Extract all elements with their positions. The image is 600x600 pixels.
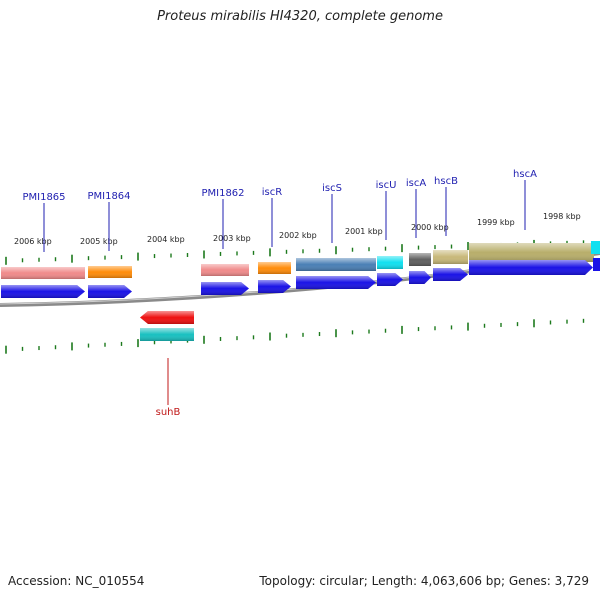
feature-block[interactable] bbox=[591, 241, 600, 254]
feature-tracks bbox=[1, 241, 600, 279]
ruler-label: 2000 kbp bbox=[411, 223, 449, 232]
feature-block-shade bbox=[296, 258, 376, 271]
gene-label-pmi1864[interactable]: PMI1864 bbox=[87, 191, 130, 202]
gene-label-suhb[interactable]: suhB bbox=[156, 407, 181, 418]
ruler-label: 2006 kbp bbox=[14, 237, 52, 246]
feature-block-shade bbox=[258, 262, 291, 274]
ruler-label: 1999 kbp bbox=[477, 218, 515, 227]
cds-arrow-shade bbox=[140, 311, 194, 324]
gene-label-isca[interactable]: iscA bbox=[406, 178, 426, 189]
reverse-strand-track bbox=[140, 311, 194, 341]
feature-block-shade bbox=[140, 328, 194, 341]
cds-arrow-shade bbox=[258, 280, 291, 293]
cds-arrow-shade bbox=[433, 268, 468, 281]
cds-arrow-shade bbox=[88, 285, 132, 298]
cds-arrow-shade bbox=[469, 260, 593, 275]
feature-block-shade bbox=[409, 253, 431, 266]
cds-track bbox=[1, 258, 600, 298]
cds-arrow-shade bbox=[409, 271, 431, 284]
map-title: Proteus mirabilis HI4320, complete genom… bbox=[157, 9, 443, 24]
ruler-label: 1998 kbp bbox=[543, 212, 581, 221]
ruler-label: 2004 kbp bbox=[147, 235, 185, 244]
cds-arrow-shade bbox=[377, 273, 403, 286]
feature-block-shade bbox=[433, 250, 468, 264]
feature-block-shade bbox=[1, 267, 85, 279]
gene-label-pmi1865[interactable]: PMI1865 bbox=[22, 192, 65, 203]
cds-arrow-shade bbox=[201, 282, 249, 295]
ruler-label: 2005 kbp bbox=[80, 237, 118, 246]
ruler-label: 2002 kbp bbox=[279, 231, 317, 240]
gene-labels: PMI1865 PMI1864 PMI1862 iscR iscS iscU iscA hsc… bbox=[22, 169, 537, 418]
ruler-label: 2001 kbp bbox=[345, 227, 383, 236]
feature-block-shade bbox=[377, 256, 403, 269]
cds-arrow-shade bbox=[1, 285, 85, 298]
gene-label-iscr[interactable]: iscR bbox=[262, 187, 282, 198]
gene-label-iscu[interactable]: iscU bbox=[376, 180, 397, 191]
genome-summary: Topology: circular; Length: 4,063,606 bp… bbox=[259, 574, 589, 588]
cds-arrow[interactable] bbox=[593, 258, 600, 271]
feature-block-shade bbox=[201, 264, 249, 276]
cds-arrow-shade bbox=[296, 276, 376, 289]
kbp-ruler: 2006 kbp 2005 kbp 2004 kbp 2003 kbp 2002 kbp… bbox=[14, 212, 581, 246]
gene-label-pmi1862[interactable]: PMI1862 bbox=[201, 188, 244, 199]
gene-label-iscs[interactable]: iscS bbox=[322, 183, 342, 194]
scale-ticks bbox=[5, 239, 585, 354]
ruler-label: 2003 kbp bbox=[213, 234, 251, 243]
gene-label-hscb[interactable]: hscB bbox=[434, 176, 458, 187]
gene-label-hsca[interactable]: hscA bbox=[513, 169, 537, 180]
feature-block-shade bbox=[88, 266, 132, 278]
feature-block-shade bbox=[469, 243, 594, 262]
accession-label: Accession: NC_010554 bbox=[8, 574, 145, 588]
